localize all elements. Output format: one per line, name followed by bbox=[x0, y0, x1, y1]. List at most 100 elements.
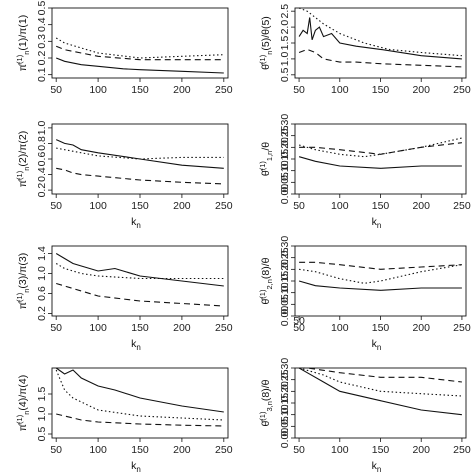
y-tick-label: 0.6 bbox=[36, 286, 48, 301]
y-tick-label: 0.25 bbox=[279, 247, 291, 268]
x-tick-label: 150 bbox=[131, 322, 149, 334]
y-tick-label: 2.5 bbox=[279, 4, 291, 19]
series-line-solid bbox=[55, 253, 224, 287]
plot-frame bbox=[294, 245, 467, 317]
x-tick-label: 100 bbox=[89, 200, 107, 212]
plot-frame bbox=[294, 367, 467, 439]
y-tick-label: 1.5 bbox=[279, 36, 291, 51]
y-tick-label: 0.5 bbox=[36, 1, 48, 16]
y-tick-label: 0.2 bbox=[36, 183, 48, 198]
x-tick-label: 150 bbox=[131, 84, 149, 96]
x-tick-label: 100 bbox=[89, 322, 107, 334]
y-tick-label: 0.10 bbox=[279, 160, 291, 181]
x-tick-label: 200 bbox=[412, 444, 430, 456]
y-tick-label: 0.30 bbox=[279, 114, 291, 135]
plot-frame bbox=[51, 245, 229, 317]
y-axis-label: π̂(1)n(2)/π(2) bbox=[15, 131, 31, 187]
series-line-dotted bbox=[299, 264, 462, 284]
plot-frame bbox=[294, 7, 467, 79]
y-tick-label: 0.15 bbox=[279, 149, 291, 170]
y-tick-label: 0.15 bbox=[279, 271, 291, 292]
y-axis-label: θ̂(1)n(5)/θ(5) bbox=[258, 16, 274, 70]
y-tick-label: 2.0 bbox=[279, 20, 291, 35]
x-tick-label: 50 bbox=[50, 444, 62, 456]
x-tick-label: 150 bbox=[131, 444, 149, 456]
y-axis-label: θ̂(1)2,n(8)/θ bbox=[258, 257, 274, 304]
x-axis-label: kn bbox=[372, 338, 382, 352]
series-line-dotted bbox=[55, 37, 224, 59]
x-tick-label-extra: 50 bbox=[293, 315, 305, 327]
x-tick-label: 150 bbox=[372, 200, 390, 212]
x-tick-label: 200 bbox=[173, 200, 191, 212]
series-line-dotted bbox=[55, 263, 224, 280]
y-tick-label: 1.5 bbox=[36, 387, 48, 402]
x-tick-label: 50 bbox=[293, 84, 305, 96]
chart-panel-5: 50 100 150 200 250 0.2 0.6 1.0 1.4 kn π̂(1)n(3)/π(… bbox=[15, 245, 233, 352]
y-tick-label: 0.3 bbox=[36, 34, 48, 49]
y-tick-label: 0.25 bbox=[279, 369, 291, 390]
x-tick-label: 250 bbox=[453, 444, 471, 456]
x-tick-label: 50 bbox=[50, 84, 62, 96]
plot-frame bbox=[294, 123, 467, 195]
x-tick-label: 50 bbox=[293, 200, 305, 212]
x-axis-label: kn bbox=[372, 216, 382, 230]
plot-frame bbox=[51, 7, 229, 79]
x-axis-label: kn bbox=[131, 460, 141, 474]
x-tick-label: 100 bbox=[331, 200, 349, 212]
x-tick-label: 100 bbox=[331, 444, 349, 456]
y-tick-label: 1.0 bbox=[36, 266, 48, 281]
series-line-solid bbox=[298, 280, 462, 291]
series-line-dashed bbox=[298, 48, 462, 68]
y-tick-label: 0.30 bbox=[279, 358, 291, 379]
x-axis-label: kn bbox=[131, 216, 141, 230]
series-line-dashed bbox=[299, 367, 462, 383]
y-axis-label: θ̂(1)1,n/θ bbox=[258, 142, 274, 176]
y-axis-label: π̂(1)n(4)/π(4) bbox=[15, 375, 31, 431]
x-tick-label: 250 bbox=[453, 84, 471, 96]
x-tick-label: 200 bbox=[412, 84, 430, 96]
x-tick-label: 200 bbox=[412, 200, 430, 212]
chart-panel-6: 50 100 150 200 250 500.000.050.100.150.200.25… bbox=[258, 236, 471, 352]
y-tick-label: 0.20 bbox=[279, 137, 291, 158]
x-tick-label: 50 bbox=[293, 444, 305, 456]
y-tick-label: 1.4 bbox=[36, 246, 48, 261]
y-tick-label: 0.05 bbox=[279, 172, 291, 193]
x-tick-label: 250 bbox=[215, 322, 233, 334]
series-line-solid bbox=[55, 57, 224, 74]
series-line-solid bbox=[298, 156, 462, 169]
y-tick-label: 0.25 bbox=[279, 125, 291, 146]
y-tick-label: 0.05 bbox=[279, 416, 291, 437]
x-tick-label: 100 bbox=[89, 84, 107, 96]
y-tick-label: 0.2 bbox=[36, 51, 48, 66]
chart-panel-1: 50 100 150 200 250 0.10.2 0.3 0.40.5 π̂(1)n(1)/π… bbox=[15, 1, 233, 96]
x-tick-label: 250 bbox=[215, 200, 233, 212]
y-tick-label: 0.4 bbox=[36, 167, 48, 182]
x-tick-label: 150 bbox=[372, 322, 390, 334]
chart-panel-8: 50 100 150 200 250 0.000.050.100.150.200.250.… bbox=[258, 358, 471, 474]
series-line-dashed bbox=[56, 413, 224, 427]
x-tick-label: 50 bbox=[50, 200, 62, 212]
y-tick-label: 0.2 bbox=[36, 306, 48, 321]
x-tick-label: 200 bbox=[173, 444, 191, 456]
series-line-dashed bbox=[55, 45, 224, 61]
chart-panel-3: 50 100 150 200 250 0.20.40.60.81.0 kn π̂(1)n(2)… bbox=[15, 120, 233, 230]
y-tick-label: 0.5 bbox=[36, 427, 48, 442]
x-tick-label: 50 bbox=[293, 322, 305, 334]
y-tick-label: 0.4 bbox=[36, 17, 48, 32]
chart-panel-2: 50 100 150 200 250 0.51.01.52.02.5 θ̂(1)n(5)/θ… bbox=[258, 4, 471, 96]
series-line-dashed bbox=[56, 167, 224, 185]
y-tick-label: 1.0 bbox=[36, 120, 48, 135]
y-tick-label: 0.8 bbox=[36, 136, 48, 151]
x-axis-label: kn bbox=[131, 338, 141, 352]
x-tick-label: 250 bbox=[453, 200, 471, 212]
x-tick-label: 250 bbox=[453, 322, 471, 334]
y-tick-label: 0.6 bbox=[36, 152, 48, 167]
x-tick-label: 200 bbox=[412, 322, 430, 334]
x-tick-label: 150 bbox=[131, 200, 149, 212]
y-tick-label: 0.15 bbox=[279, 393, 291, 414]
y-axis-label: π̂(1)n(3)/π(3) bbox=[15, 253, 31, 309]
y-tick-label: 0.00 bbox=[279, 428, 291, 449]
x-tick-label: 250 bbox=[215, 444, 233, 456]
x-tick-label: 200 bbox=[173, 84, 191, 96]
